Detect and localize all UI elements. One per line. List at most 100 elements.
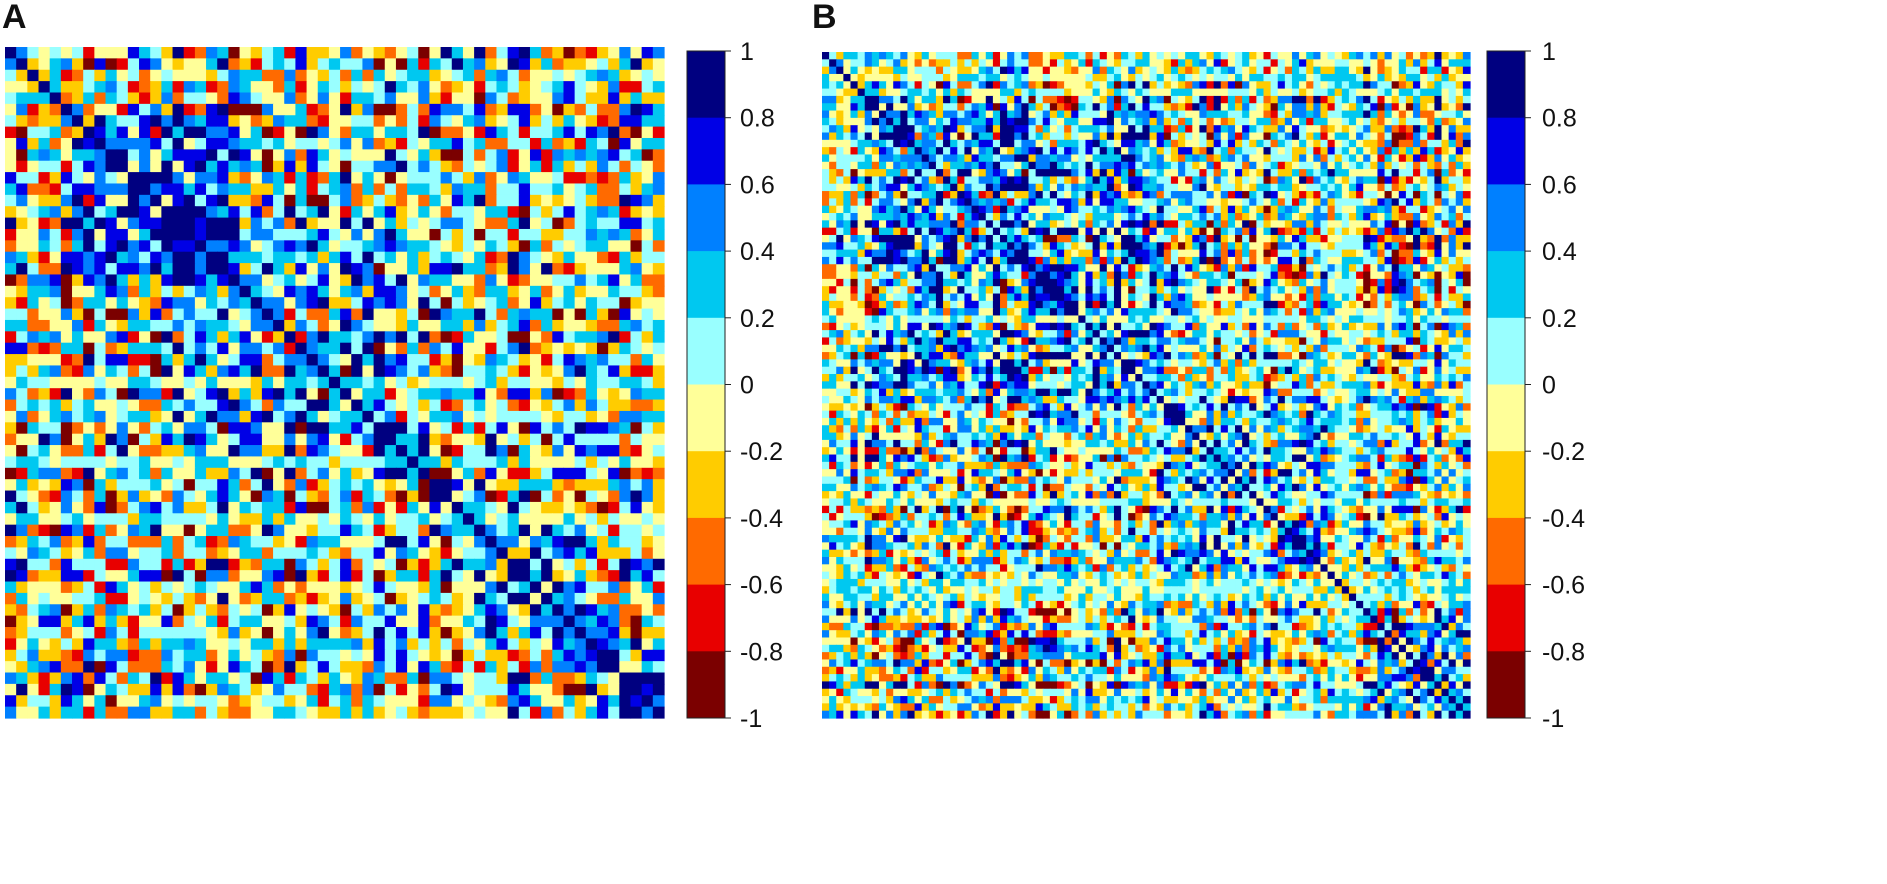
heatmap-cell <box>541 638 553 651</box>
heatmap-cell <box>462 661 475 674</box>
heatmap-cell <box>1071 110 1079 119</box>
heatmap-cell <box>529 217 542 230</box>
heatmap-cell <box>596 638 609 651</box>
heatmap-cell <box>194 69 207 82</box>
heatmap-cell <box>72 285 84 298</box>
heatmap-cell <box>440 47 453 59</box>
heatmap-cell <box>552 706 565 719</box>
heatmap-cell <box>596 308 609 321</box>
heatmap-cell <box>317 695 330 708</box>
heatmap-cell <box>72 558 84 571</box>
heatmap-cell <box>83 149 95 162</box>
heatmap-cell <box>328 115 341 128</box>
heatmap-cell <box>1007 110 1015 119</box>
heatmap-cell <box>1398 147 1407 156</box>
heatmap-cell <box>105 479 118 492</box>
heatmap-cell <box>1156 81 1165 90</box>
heatmap-cell <box>139 137 151 150</box>
heatmap-cell <box>105 342 118 355</box>
heatmap-cell <box>1007 66 1015 75</box>
heatmap-cell <box>552 81 565 94</box>
heatmap-cell <box>641 285 654 298</box>
heatmap-cell <box>261 570 274 583</box>
heatmap-cell <box>384 149 397 162</box>
heatmap-cell <box>228 433 241 446</box>
heatmap-cell <box>72 445 84 458</box>
heatmap-cell <box>563 47 576 59</box>
heatmap-cell <box>619 149 632 162</box>
heatmap-cell <box>574 536 587 548</box>
heatmap-cell <box>49 365 62 378</box>
heatmap-cell <box>183 342 196 355</box>
heatmap-cell <box>992 81 1001 90</box>
heatmap-cell <box>217 706 229 719</box>
heatmap-cell <box>27 354 40 367</box>
heatmap-cell <box>116 47 129 59</box>
heatmap-cell <box>1462 147 1471 156</box>
heatmap-cell <box>395 149 408 162</box>
heatmap-cell <box>306 445 319 458</box>
heatmap-cell <box>1220 88 1229 97</box>
heatmap-cell <box>1028 59 1037 68</box>
heatmap-cell <box>273 410 285 423</box>
heatmap-cell <box>49 319 62 332</box>
heatmap-cell <box>641 547 654 560</box>
heatmap-cell <box>239 479 252 492</box>
heatmap-cell <box>5 695 17 708</box>
heatmap-cell <box>273 638 285 651</box>
heatmap-cell <box>239 149 252 162</box>
heatmap-cell <box>1363 161 1371 170</box>
heatmap-cell <box>541 536 553 548</box>
heatmap-cell <box>641 206 654 219</box>
heatmap-cell <box>641 342 654 355</box>
heatmap-cell <box>619 536 632 548</box>
heatmap-cell <box>317 558 330 571</box>
heatmap-cell <box>150 672 162 685</box>
heatmap-cell <box>619 570 632 583</box>
heatmap-cell <box>529 513 542 526</box>
heatmap-cell <box>172 160 185 173</box>
heatmap-cell <box>72 592 84 605</box>
heatmap-cell <box>857 169 866 178</box>
heatmap-cell <box>284 649 297 662</box>
heatmap-cell <box>16 661 28 674</box>
heatmap-cell <box>284 433 297 446</box>
heatmap-cell <box>907 103 916 112</box>
heatmap-cell <box>985 132 994 141</box>
heatmap-cell <box>850 59 859 68</box>
heatmap-cell <box>1327 103 1336 112</box>
heatmap-cell <box>529 47 542 59</box>
heatmap-cell <box>474 319 486 332</box>
heatmap-cell <box>194 467 207 480</box>
heatmap-cell <box>395 388 408 401</box>
heatmap-cell <box>161 581 174 594</box>
heatmap-cell <box>507 297 520 310</box>
heatmap-cell <box>836 66 844 75</box>
heatmap-cell <box>418 228 431 241</box>
heatmap-cell <box>407 410 419 423</box>
heatmap-cell <box>60 115 73 128</box>
heatmap-cell <box>206 536 218 548</box>
heatmap-cell <box>518 490 531 503</box>
heatmap-cell <box>306 627 319 639</box>
heatmap-cell <box>1434 161 1443 170</box>
heatmap-cell <box>284 524 297 537</box>
heatmap-cell <box>1405 132 1414 141</box>
heatmap-cell <box>127 695 140 708</box>
heatmap-cell <box>250 388 263 401</box>
heatmap-cell <box>641 627 654 639</box>
heatmap-cell <box>217 251 229 264</box>
heatmap-cell <box>49 240 62 253</box>
heatmap-cell <box>1284 81 1293 90</box>
heatmap-cell <box>373 410 386 423</box>
heatmap-cell <box>261 433 274 446</box>
heatmap-cell <box>1270 147 1279 156</box>
heatmap-cell <box>429 445 442 458</box>
heatmap-cell <box>94 433 107 446</box>
heatmap-cell <box>83 206 95 219</box>
heatmap-cell <box>630 501 643 514</box>
heatmap-cell <box>306 149 319 162</box>
heatmap-cell <box>1256 73 1265 82</box>
heatmap-cell <box>451 69 464 82</box>
heatmap-cell <box>172 513 185 526</box>
